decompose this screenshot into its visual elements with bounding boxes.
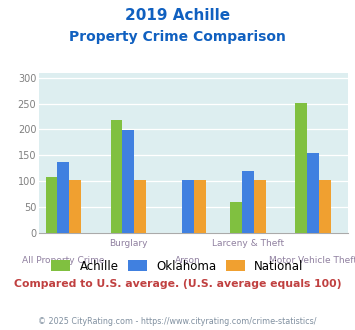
Bar [319,180,331,233]
Bar [182,180,194,233]
Bar [135,180,146,233]
Bar [230,202,242,233]
Bar [69,180,81,233]
Text: © 2025 CityRating.com - https://www.cityrating.com/crime-statistics/: © 2025 CityRating.com - https://www.city… [38,317,317,326]
Bar [194,180,206,233]
Bar [295,103,307,233]
Bar [110,120,122,233]
Text: All Property Crime: All Property Crime [22,256,105,265]
Text: 2019 Achille: 2019 Achille [125,8,230,23]
Text: Compared to U.S. average. (U.S. average equals 100): Compared to U.S. average. (U.S. average … [14,279,341,289]
Text: Arson: Arson [175,256,201,265]
Bar [307,152,319,233]
Text: Burglary: Burglary [109,239,148,248]
Text: Motor Vehicle Theft: Motor Vehicle Theft [269,256,355,265]
Legend: Achille, Oklahoma, National: Achille, Oklahoma, National [47,255,308,278]
Bar [122,130,135,233]
Bar [242,171,253,233]
Text: Property Crime Comparison: Property Crime Comparison [69,30,286,44]
Bar [253,180,266,233]
Bar [45,177,58,233]
Text: Larceny & Theft: Larceny & Theft [212,239,284,248]
Bar [58,162,69,233]
